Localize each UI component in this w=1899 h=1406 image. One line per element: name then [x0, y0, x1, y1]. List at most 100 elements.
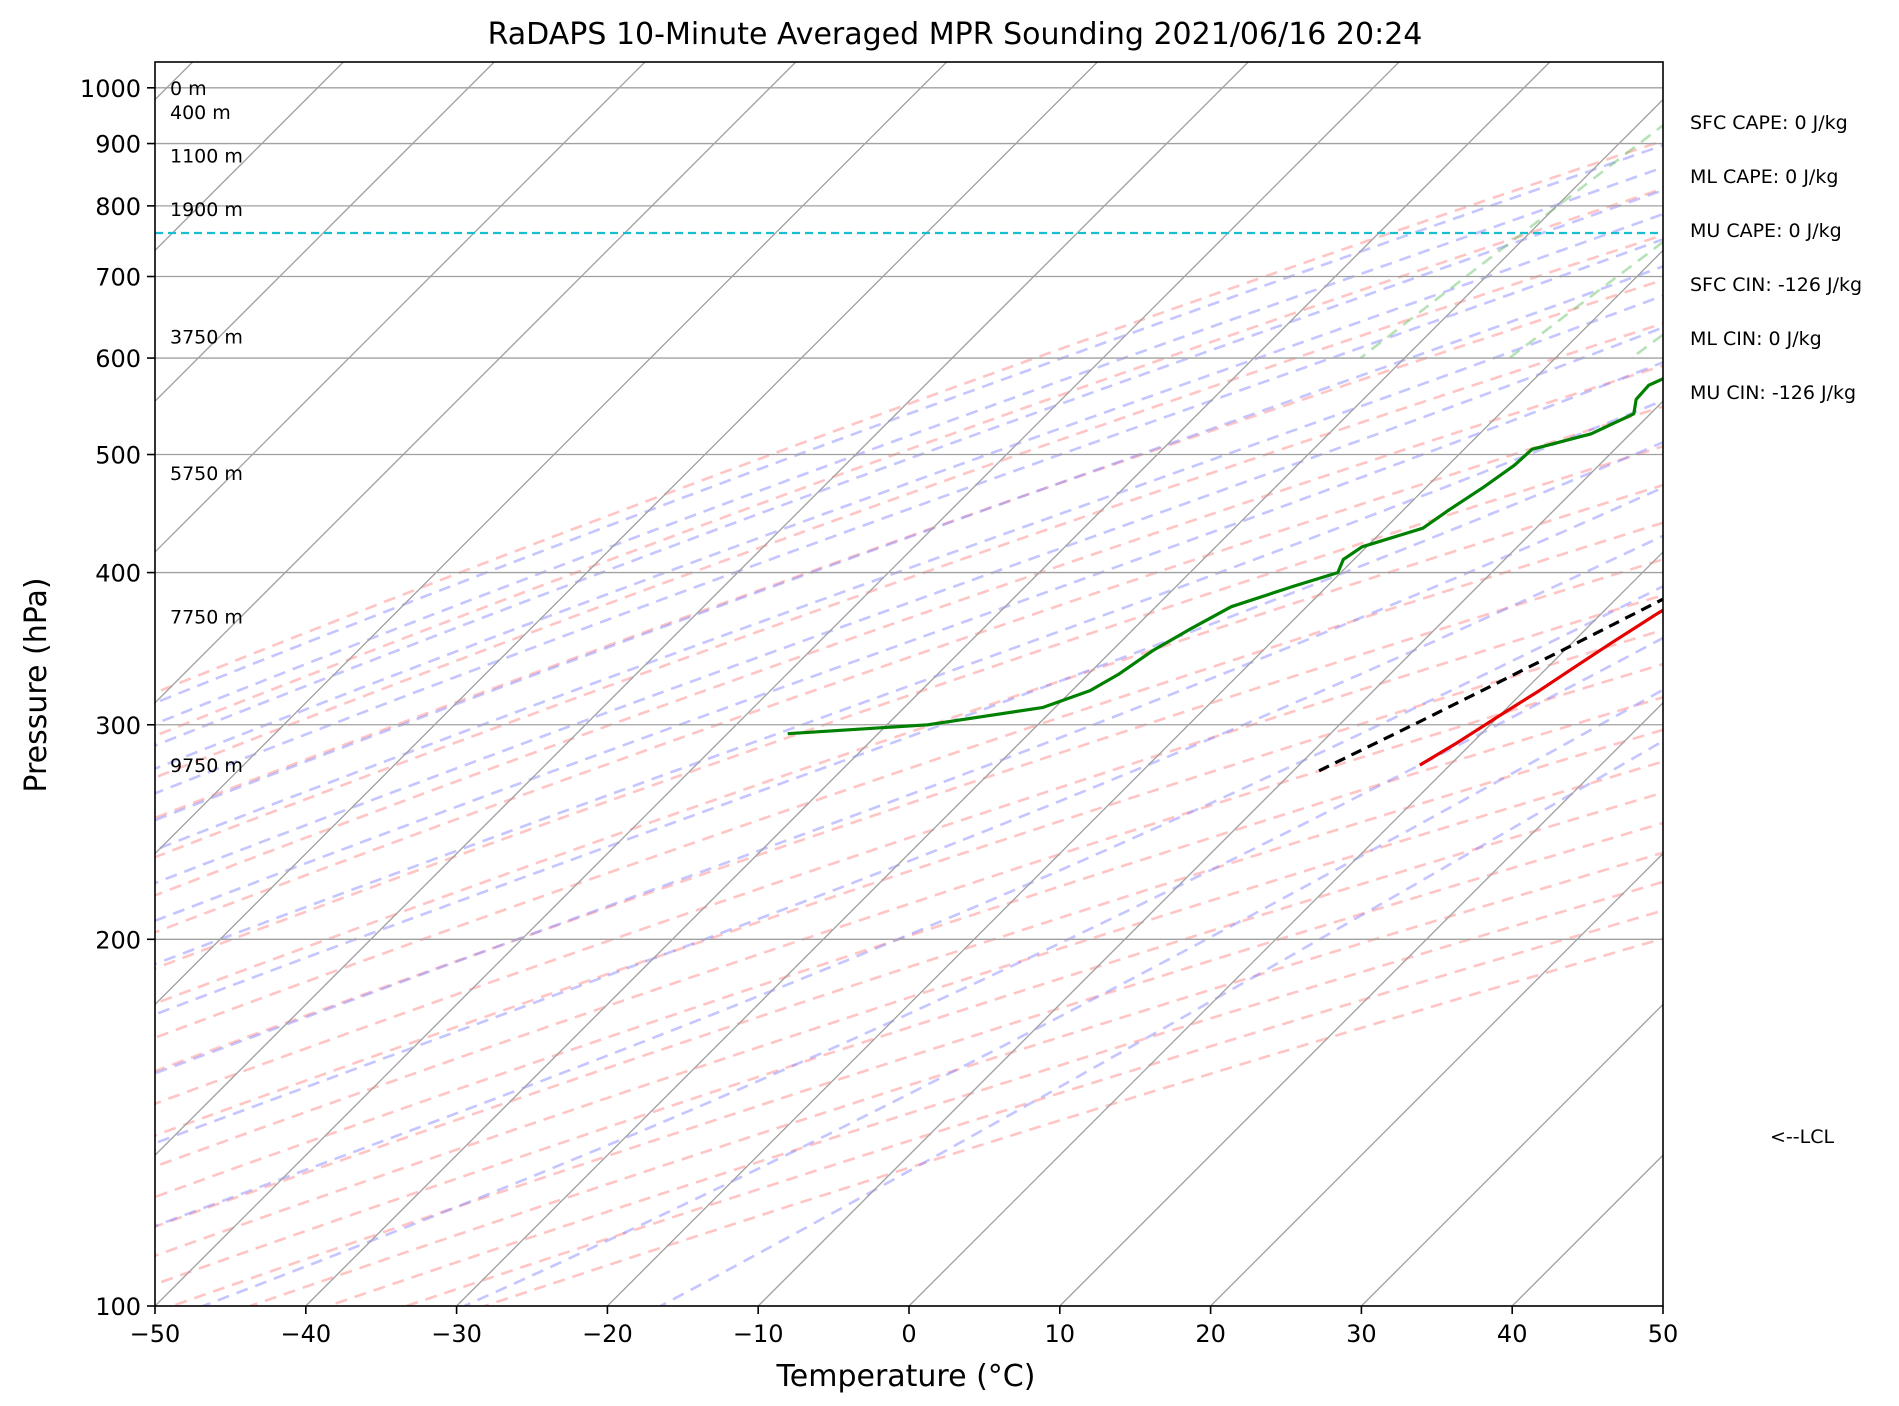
isotherm-line — [1662, 1305, 1663, 1306]
moist-adiabat — [155, 360, 1663, 923]
moist-adiabat — [155, 165, 1663, 726]
y-tick-label: 400 — [95, 560, 141, 588]
temperature-line — [1418, 608, 1663, 767]
moist-adiabat — [155, 440, 1663, 1016]
moist-adiabat — [155, 264, 1663, 822]
x-axis-label: Temperature (°C) — [776, 1359, 1036, 1394]
isotherm-line — [155, 62, 495, 403]
height-label: 0 m — [170, 78, 207, 100]
mixing-ratio-line — [1807, 62, 1899, 358]
isotherm-line — [155, 62, 1098, 1006]
dry-adiabat — [155, 233, 1663, 779]
dry-adiabat — [155, 444, 1663, 970]
height-label: 5750 m — [170, 463, 243, 485]
x-tick-label: −20 — [582, 1320, 633, 1348]
y-tick-label: 700 — [95, 264, 141, 292]
x-tick-label: 50 — [1648, 1320, 1679, 1348]
y-axis-label: Pressure (hPa) — [19, 577, 54, 792]
stability-index: MU CAPE: 0 J/kg — [1690, 220, 1842, 242]
height-label: 1100 m — [170, 145, 243, 167]
gridlines — [155, 62, 1663, 1306]
y-tick-label: 800 — [95, 193, 141, 221]
dry-adiabat — [155, 662, 1663, 1168]
isotherm-line — [155, 62, 646, 553]
height-label: 1900 m — [170, 199, 243, 221]
isotherm-line — [155, 62, 797, 704]
stability-indices: SFC CAPE: 0 J/kg ML CAPE: 0 J/kg MU CAPE: … — [1690, 112, 1862, 404]
x-tick-label: 30 — [1346, 1320, 1377, 1348]
height-label: 9750 m — [170, 755, 243, 777]
dry-adiabat — [155, 364, 1663, 897]
y-tick-label: 300 — [95, 712, 141, 740]
dry-adiabat — [249, 851, 1663, 1306]
isotherm-line — [1210, 852, 1663, 1306]
isotherm-line — [305, 62, 1551, 1306]
isotherm-line — [757, 400, 1663, 1306]
moist-adiabat — [202, 636, 1663, 1306]
moist-adiabat — [463, 688, 1663, 1306]
moist-adiabat — [659, 739, 1663, 1306]
moist-adiabat — [155, 486, 1663, 1075]
mixing-ratio-line — [1508, 240, 1663, 360]
mixing-ratio-line — [1359, 123, 1663, 360]
moist-adiabat — [155, 294, 1663, 852]
height-label: 400 m — [170, 102, 231, 124]
dry-adiabat — [155, 791, 1663, 1286]
y-tick-label: 500 — [95, 442, 141, 470]
mixing-ratio-line — [1707, 62, 1899, 358]
x-tick-label: −10 — [733, 1320, 784, 1348]
height-label: 3750 m — [170, 326, 243, 348]
dry-adiabat — [155, 760, 1663, 1258]
x-tick-label: −30 — [431, 1320, 482, 1348]
moist-adiabat — [155, 534, 1663, 1145]
moist-adiabat — [155, 188, 1663, 748]
dry-adiabat — [155, 405, 1663, 934]
dry-adiabat — [155, 628, 1663, 1137]
y-tick-label: 600 — [95, 345, 141, 373]
moist-adiabat — [155, 143, 1663, 705]
dry-adiabat — [155, 483, 1663, 1005]
isotherm-line — [456, 98, 1663, 1306]
height-label: 7750 m — [170, 607, 243, 629]
parcel-line — [1318, 597, 1663, 773]
moist-adiabat — [155, 399, 1663, 966]
dry-adiabat — [155, 558, 1663, 1073]
y-tick-label: 1000 — [80, 75, 141, 103]
y-tick-label: 200 — [95, 926, 141, 954]
y-tick-label: 900 — [95, 131, 141, 159]
isotherm-line — [606, 249, 1663, 1306]
dry-adiabat — [155, 521, 1663, 1040]
moist-adiabat — [155, 212, 1663, 771]
mixing-ratio-line — [1630, 333, 1663, 360]
isotherm-line — [1059, 701, 1663, 1306]
dry-adiabat — [155, 139, 1663, 695]
dry-adiabat — [155, 187, 1663, 738]
moist-adiabat — [155, 325, 1663, 885]
y-tick-label: 100 — [95, 1293, 141, 1321]
moist-adiabat — [155, 584, 1663, 1228]
axis-ticks: −50 −40 −30 −20 −10 0 10 20 30 40 50 100 200 300 400 50… — [80, 75, 1678, 1348]
stability-index: SFC CIN: -126 J/kg — [1690, 274, 1862, 296]
stability-index: ML CIN: 0 J/kg — [1690, 328, 1822, 350]
isotherm-line — [1511, 1154, 1663, 1306]
chart-title: RaDAPS 10-Minute Averaged MPR Sounding 2… — [488, 17, 1423, 52]
dewpoint-line — [787, 377, 1663, 736]
background-lines — [155, 62, 1899, 1306]
x-tick-label: −40 — [280, 1320, 331, 1348]
dry-adiabat — [405, 909, 1663, 1306]
data-series — [155, 231, 1663, 773]
dry-adiabat — [484, 937, 1663, 1306]
stability-index: MU CIN: -126 J/kg — [1690, 382, 1856, 404]
plot-frame-rect — [154, 61, 1664, 1307]
dry-adiabat — [155, 322, 1663, 859]
isotherm-line — [155, 62, 1249, 1157]
x-tick-label: 10 — [1045, 1320, 1076, 1348]
plot-frame — [154, 61, 1664, 1307]
dry-adiabat — [155, 695, 1663, 1199]
isotherm-line — [155, 62, 1400, 1306]
moist-adiabat — [155, 237, 1663, 795]
isotherm-line — [908, 551, 1663, 1306]
isotherm-line — [1360, 1003, 1663, 1306]
